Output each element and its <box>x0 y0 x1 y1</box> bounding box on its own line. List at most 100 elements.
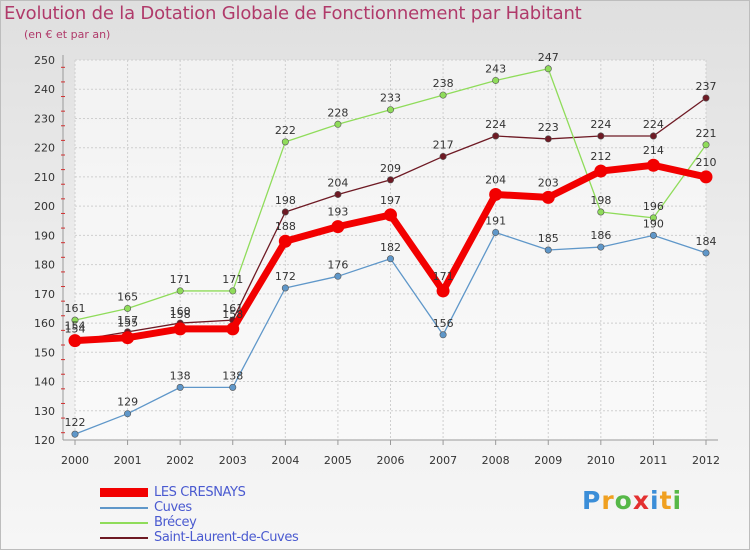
data-label: 224 <box>485 118 506 131</box>
data-point <box>384 208 397 222</box>
data-point <box>489 187 503 201</box>
data-label: 129 <box>117 396 138 409</box>
data-label: 156 <box>433 317 454 330</box>
data-label: 204 <box>485 173 506 186</box>
data-point <box>226 322 240 336</box>
data-point <box>334 272 342 280</box>
legend-item: Saint-Laurent-de-Cuves <box>100 530 299 545</box>
data-label: 212 <box>590 150 611 163</box>
data-label: 185 <box>538 232 559 245</box>
x-tick-label: 2008 <box>482 454 510 467</box>
data-point <box>68 334 82 348</box>
data-point <box>121 331 135 345</box>
data-point <box>436 284 450 298</box>
legend-item: Brécey <box>100 515 298 530</box>
data-label: 176 <box>327 258 348 271</box>
data-label: 155 <box>117 317 138 330</box>
data-point <box>71 430 79 438</box>
data-label: 223 <box>538 121 559 134</box>
data-point <box>124 304 132 312</box>
data-label: 233 <box>380 92 401 105</box>
data-label: 184 <box>696 235 717 248</box>
legend-label: Cuves <box>154 500 192 515</box>
data-label: 198 <box>590 194 611 207</box>
data-label: 217 <box>433 138 454 151</box>
data-label: 158 <box>170 308 191 321</box>
y-tick-label: 120 <box>34 434 55 447</box>
data-label: 160 <box>170 305 191 318</box>
data-label: 190 <box>643 217 664 230</box>
x-tick-label: 2003 <box>219 454 247 467</box>
data-point <box>541 190 555 204</box>
y-tick-label: 140 <box>34 376 55 389</box>
data-point <box>439 152 447 160</box>
x-tick-label: 2002 <box>166 454 194 467</box>
data-point <box>702 141 710 149</box>
y-tick-label: 230 <box>34 112 55 125</box>
x-tick-label: 2006 <box>377 454 405 467</box>
y-tick-label: 250 <box>34 54 55 67</box>
chart-legend: LES CRESNAYS Cuves Brécey Saint-Laurent-de-… <box>100 485 299 545</box>
y-tick-label: 150 <box>34 346 55 359</box>
data-label: 243 <box>485 62 506 75</box>
data-point <box>281 208 289 216</box>
y-tick-label: 160 <box>34 317 55 330</box>
data-point <box>229 287 237 295</box>
data-label: 171 <box>222 273 243 286</box>
logo-letter: i <box>672 486 683 515</box>
data-label: 188 <box>275 220 296 233</box>
data-label: 161 <box>222 302 243 315</box>
x-tick-label: 2010 <box>587 454 615 467</box>
data-point <box>594 164 608 178</box>
chart-title: Evolution de la Dotation Globale de Fonc… <box>4 3 582 24</box>
legend-swatch <box>100 488 148 497</box>
data-label: 154 <box>65 323 86 336</box>
data-label: 247 <box>538 51 559 64</box>
logo-letter: t <box>659 486 673 515</box>
data-label: 171 <box>433 270 454 283</box>
data-label: 209 <box>380 162 401 175</box>
data-point <box>176 287 184 295</box>
data-point <box>646 158 660 172</box>
data-point <box>71 316 79 324</box>
data-label: 157 <box>117 314 138 327</box>
legend-item: LES CRESNAYS <box>100 485 298 500</box>
y-tick-label: 180 <box>34 259 55 272</box>
data-point <box>544 246 552 254</box>
y-tick-label: 220 <box>34 142 55 155</box>
logo-letter: x <box>632 486 650 515</box>
data-label: 221 <box>696 127 717 140</box>
y-tick-label: 190 <box>34 229 55 242</box>
data-label: 197 <box>380 194 401 207</box>
data-label: 203 <box>538 176 559 189</box>
data-point <box>386 255 394 263</box>
data-point <box>281 138 289 146</box>
y-tick-label: 130 <box>34 405 55 418</box>
x-tick-label: 2004 <box>271 454 299 467</box>
legend-swatch <box>100 506 148 509</box>
data-label: 154 <box>65 320 86 333</box>
data-point <box>124 410 132 418</box>
legend-label: Brécey <box>154 515 197 530</box>
data-point <box>597 208 605 216</box>
data-label: 191 <box>485 214 506 227</box>
data-point <box>334 190 342 198</box>
data-point <box>702 94 710 102</box>
logo-letter: P <box>582 486 602 515</box>
data-point <box>331 220 345 234</box>
x-tick-label: 2009 <box>534 454 562 467</box>
data-point <box>386 176 394 184</box>
data-label: 238 <box>433 77 454 90</box>
data-point <box>386 106 394 114</box>
proxiti-logo: Proxiti <box>582 486 682 515</box>
data-point <box>492 132 500 140</box>
data-point <box>492 228 500 236</box>
data-point <box>176 383 184 391</box>
data-point <box>649 214 657 222</box>
data-label: 193 <box>327 206 348 219</box>
data-point <box>544 135 552 143</box>
data-label: 138 <box>170 369 191 382</box>
data-point <box>699 170 713 184</box>
data-label: 171 <box>170 273 191 286</box>
